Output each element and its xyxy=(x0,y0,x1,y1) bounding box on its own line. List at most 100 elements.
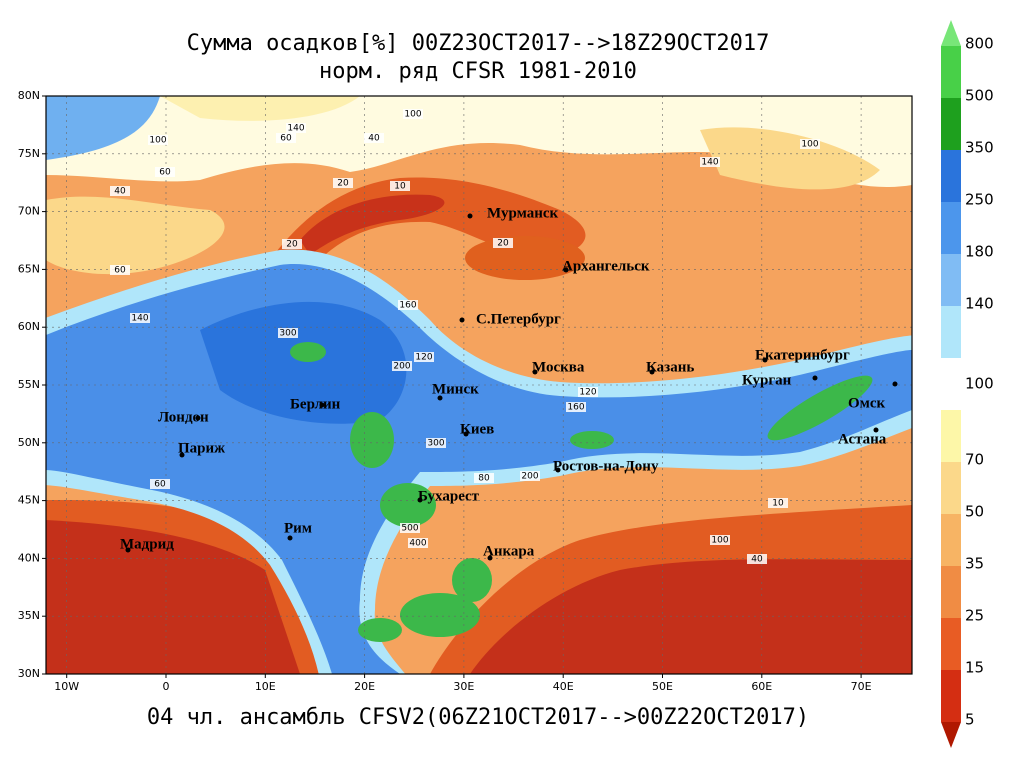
colorbar-block xyxy=(941,618,961,670)
contour-label: 140 xyxy=(131,314,148,324)
city-label: Москва xyxy=(532,359,585,375)
city-dot xyxy=(812,375,818,381)
city-dot xyxy=(463,431,469,437)
contour-label: 40 xyxy=(114,187,126,197)
city-dot xyxy=(125,547,131,553)
city-dot xyxy=(563,267,569,273)
contour-label-bg xyxy=(800,139,820,149)
colorbar-triangle xyxy=(941,722,961,748)
contour-label-bg xyxy=(278,328,298,338)
city-dot xyxy=(319,402,325,408)
contour-label: 160 xyxy=(567,403,584,413)
lat-label: 60N xyxy=(18,320,40,333)
contour-label: 300 xyxy=(427,439,444,449)
lat-label: 70N xyxy=(18,205,40,218)
contour-label-bg xyxy=(403,109,423,119)
contour-label-bg xyxy=(390,181,410,191)
lon-label: 0 xyxy=(163,680,170,693)
contour-label-bg xyxy=(130,313,150,323)
contour-label-bg xyxy=(426,438,446,448)
colorbar-block xyxy=(941,514,961,566)
contour-label: 200 xyxy=(521,472,538,482)
city-label: Архангельск xyxy=(562,258,650,274)
contour-label-bg xyxy=(414,352,434,362)
contour-label-bg xyxy=(364,133,384,143)
axes: 80N 75N 70N 65N 60N 55N 50N 45N 40N 35N 30N 10W 0 10E… xyxy=(18,89,872,693)
colorbar-block xyxy=(941,462,961,514)
contour-label: 120 xyxy=(415,353,432,363)
city-dot xyxy=(179,452,185,458)
colorbar-label: 800 xyxy=(965,35,994,53)
city-label: Мурманск xyxy=(487,205,558,221)
contour-label-bg xyxy=(148,135,168,145)
contour-label: 500 xyxy=(401,524,418,534)
lat-label: 65N xyxy=(18,262,40,275)
lat-label: 80N xyxy=(18,89,40,102)
colorbar-block xyxy=(941,306,961,358)
lat-label: 50N xyxy=(18,436,40,449)
contour-label: 140 xyxy=(287,124,304,134)
contour-label: 10 xyxy=(772,499,784,509)
colorbar-label: 15 xyxy=(965,659,984,677)
contour-label-bg xyxy=(408,538,428,548)
lat-label: 30N xyxy=(18,667,40,680)
city-dot xyxy=(532,369,538,375)
colorbar-block xyxy=(941,98,961,150)
colorbar-label: 140 xyxy=(965,295,994,313)
contour-label-bg xyxy=(392,361,412,371)
city-label: Ростов-на-Дону xyxy=(553,458,659,474)
city-label: Екатеринбург xyxy=(755,347,850,363)
city-dot xyxy=(873,427,879,433)
colorbar-triangle xyxy=(941,20,961,46)
contour-label-bg xyxy=(710,535,730,545)
lon-label: 50E xyxy=(652,680,673,693)
city-label: Курган xyxy=(742,372,792,388)
city-dot xyxy=(417,497,423,503)
contour-label: 60 xyxy=(159,168,171,178)
colorbar-label: 350 xyxy=(965,139,994,157)
contour-label: 300 xyxy=(279,329,296,339)
city-label: Астана xyxy=(838,431,887,447)
colorbar-block xyxy=(941,202,961,254)
footer: 04 чл. ансамбль CFSV2(06Z21OCT2017-->00Z… xyxy=(147,705,809,730)
colorbar: 800 500 350 250 180 140 100 70 50 35 25 15 5 xyxy=(941,20,994,748)
colorbar-label: 35 xyxy=(965,555,984,573)
contour-label: 20 xyxy=(337,179,349,189)
contour-label: 40 xyxy=(368,134,380,144)
contour-label-bg xyxy=(566,402,586,412)
cities: Мурманск Архангельск С.Петербург Москва Каза… xyxy=(120,205,898,561)
contour-label: 120 xyxy=(579,388,596,398)
lon-label: 30E xyxy=(453,680,474,693)
lon-label: 10W xyxy=(54,680,79,693)
contour-label: 100 xyxy=(801,140,818,150)
colorbar-label: 500 xyxy=(965,87,994,105)
contour-label: 20 xyxy=(286,240,298,250)
contour-label-bg xyxy=(700,157,720,167)
city-label: Мадрид xyxy=(120,536,174,552)
contour-label-bg xyxy=(110,186,130,196)
contour-label-bg xyxy=(578,387,598,397)
city-label: Анкара xyxy=(483,543,535,559)
city-dot xyxy=(467,213,473,219)
contour-label: 100 xyxy=(711,536,728,546)
city-label: Бухарест xyxy=(418,488,480,504)
city-dot xyxy=(649,369,655,375)
city-dot xyxy=(487,555,493,561)
contour-label: 160 xyxy=(399,301,416,311)
lat-label: 40N xyxy=(18,551,40,564)
lon-label: 60E xyxy=(751,680,772,693)
contour-label-bg xyxy=(276,133,296,143)
graticule xyxy=(46,96,912,674)
colorbar-block xyxy=(941,670,961,722)
contour-label: 100 xyxy=(149,136,166,146)
city-dot xyxy=(287,535,293,541)
contour-label-bg xyxy=(333,178,353,188)
city-label: Берлин xyxy=(290,396,341,412)
lat-label: 45N xyxy=(18,494,40,507)
contour-label: 40 xyxy=(751,555,763,565)
lon-label: 10E xyxy=(255,680,276,693)
colorbar-label: 100 xyxy=(965,375,994,393)
